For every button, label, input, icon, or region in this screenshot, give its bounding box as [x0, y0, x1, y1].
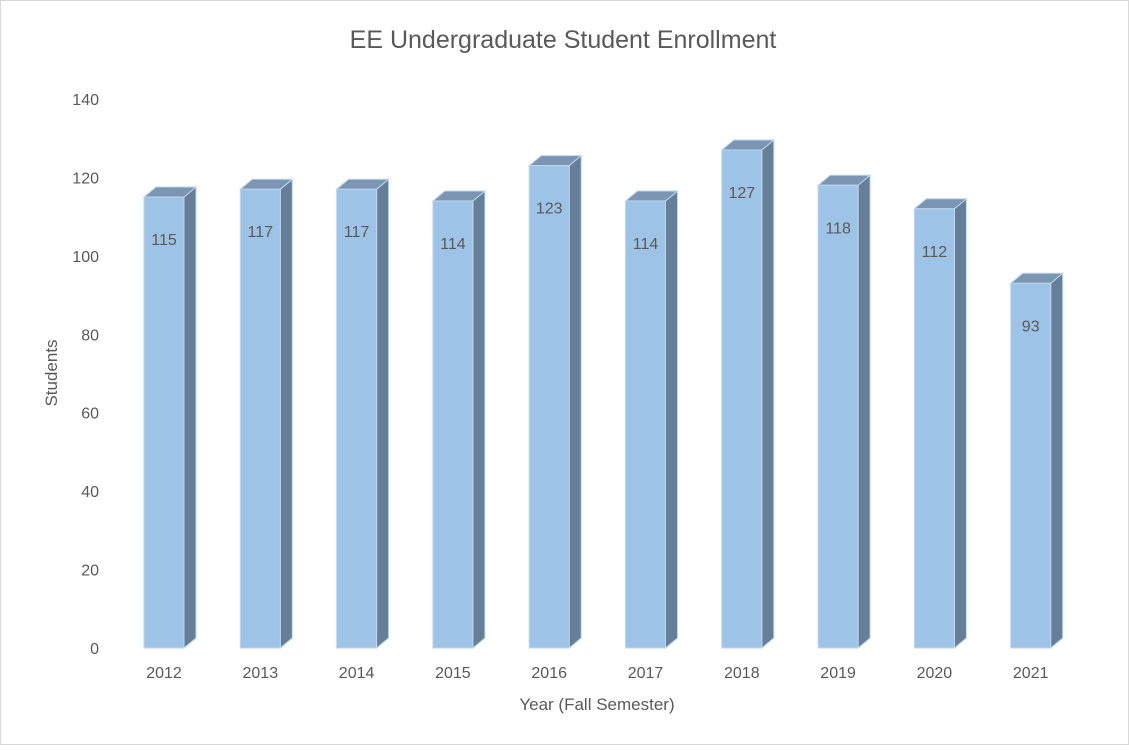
bar-2019: 118	[816, 174, 872, 650]
y-tick-label: 40	[81, 484, 99, 501]
data-label: 114	[440, 236, 466, 253]
bar-2014: 117	[335, 178, 390, 650]
bar-side	[472, 189, 486, 650]
x-tick-label: 2020	[917, 665, 953, 682]
bar-side	[665, 189, 678, 650]
x-tick-label: 2017	[628, 665, 664, 682]
chart-title: EE Undergraduate Student Enrollment	[350, 26, 777, 54]
bar-front	[817, 184, 859, 649]
x-tick-label: 2012	[146, 665, 182, 682]
y-tick-label: 100	[72, 249, 99, 266]
data-label: 117	[248, 224, 274, 241]
bar-side	[761, 138, 775, 650]
bar-side	[857, 174, 871, 650]
bar-front	[721, 149, 763, 649]
y-tick-label: 140	[72, 92, 99, 109]
data-label: 112	[922, 244, 948, 261]
bar-2012: 115	[142, 185, 198, 650]
bars: 115 117 117 114 123 114 127 118 112 93	[142, 138, 1065, 650]
bar-front	[913, 208, 955, 649]
bar-side	[183, 185, 197, 650]
bar-side	[1050, 272, 1064, 650]
bar-2013: 117	[238, 178, 294, 650]
bar-front	[1010, 282, 1052, 649]
x-tick-label: 2019	[820, 665, 856, 682]
y-tick-label: 0	[90, 641, 99, 658]
y-tick-label: 80	[81, 327, 99, 344]
bar-front	[432, 200, 474, 649]
data-label: 118	[825, 220, 851, 237]
bar-front	[625, 200, 666, 649]
bar-front	[239, 188, 281, 649]
bar-side	[279, 178, 293, 650]
bar-front	[143, 196, 185, 649]
data-label: 127	[728, 185, 755, 202]
x-tick-label: 2014	[339, 665, 375, 682]
bar-2016: 123	[527, 154, 583, 650]
y-axis-ticks: 0 20 40 60 80 100 120 140	[72, 92, 99, 658]
bar-front	[528, 165, 570, 649]
x-tick-label: 2016	[531, 665, 567, 682]
data-label: 93	[1022, 318, 1040, 335]
bar-2018: 127	[720, 138, 776, 650]
data-label: 123	[536, 201, 563, 218]
bar-side	[568, 154, 582, 650]
x-tick-label: 2018	[724, 665, 760, 682]
x-axis-ticks: 2012 2013 2014 2015 2016 2017 2018 2019 2020 2021	[146, 665, 1048, 682]
x-axis-label: Year (Fall Semester)	[519, 695, 674, 714]
bar-2020: 112	[913, 197, 968, 650]
x-tick-label: 2013	[243, 665, 279, 682]
bar-2021: 93	[1009, 272, 1065, 650]
x-tick-label: 2021	[1013, 665, 1049, 682]
bar-2017: 114	[624, 189, 679, 650]
bar-front	[336, 188, 378, 649]
y-axis-label: Students	[42, 339, 61, 406]
x-tick-label: 2015	[435, 665, 471, 682]
bar-side	[376, 178, 390, 650]
y-tick-label: 120	[72, 170, 99, 187]
data-label: 115	[151, 232, 177, 249]
y-tick-label: 60	[81, 406, 99, 423]
y-tick-label: 20	[81, 563, 99, 580]
data-label: 114	[633, 236, 659, 253]
data-label: 117	[344, 224, 370, 241]
bar-side	[953, 197, 967, 650]
bar-2015: 114	[431, 189, 487, 650]
